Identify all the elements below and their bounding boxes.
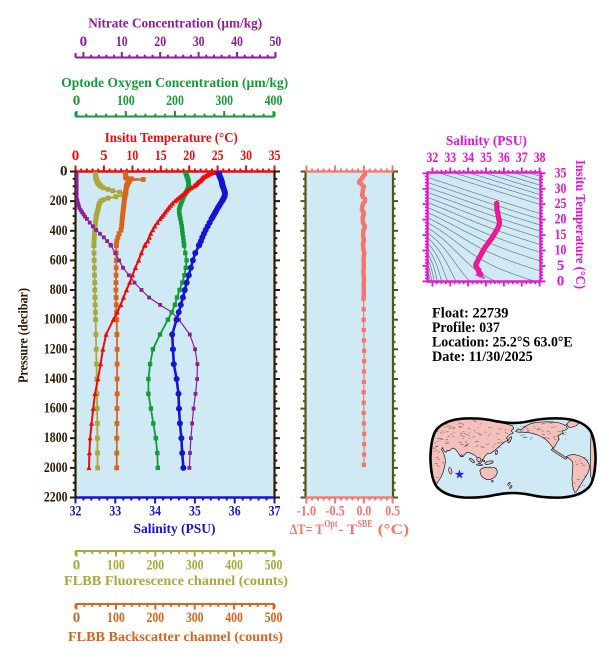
svg-text:500: 500 — [265, 610, 283, 626]
svg-text:1200: 1200 — [44, 341, 68, 357]
svg-text:Date: 11/30/2025: Date: 11/30/2025 — [432, 349, 533, 365]
svg-text:-1.0: -1.0 — [297, 504, 316, 520]
svg-text:400: 400 — [225, 610, 243, 626]
svg-text:37: 37 — [269, 504, 281, 520]
svg-text:0: 0 — [60, 164, 68, 180]
svg-text:5: 5 — [557, 258, 565, 274]
svg-text:1800: 1800 — [44, 430, 68, 446]
svg-text:50: 50 — [270, 34, 282, 50]
svg-text:0: 0 — [72, 148, 80, 164]
svg-text:34: 34 — [149, 504, 161, 520]
svg-text:1600: 1600 — [44, 401, 68, 417]
svg-text:200: 200 — [166, 93, 184, 109]
svg-text:0: 0 — [73, 610, 81, 626]
svg-text:0.5: 0.5 — [385, 504, 400, 520]
svg-text:300: 300 — [186, 558, 204, 574]
svg-text:SBE: SBE — [358, 519, 373, 530]
svg-text:35: 35 — [555, 165, 567, 181]
svg-text:30: 30 — [555, 181, 567, 197]
svg-text:300: 300 — [215, 93, 233, 109]
svg-text:ΔT= T: ΔT= T — [290, 522, 324, 538]
svg-text:600: 600 — [50, 252, 68, 268]
svg-text:5: 5 — [100, 148, 108, 164]
svg-text:30: 30 — [240, 148, 252, 164]
svg-text:Float: 22739: Float: 22739 — [432, 306, 509, 322]
svg-text:38: 38 — [534, 150, 546, 166]
svg-text:FLBB Fluorescence channel (cou: FLBB Fluorescence channel (counts) — [64, 574, 288, 589]
svg-text:Location: 25.2°S 63.0°E: Location: 25.2°S 63.0°E — [432, 335, 573, 351]
svg-text:400: 400 — [225, 558, 243, 574]
svg-text:10: 10 — [555, 243, 567, 259]
svg-text:Salinity (PSU): Salinity (PSU) — [446, 134, 527, 149]
svg-text:Nitrate Concentration (µm/kg): Nitrate Concentration (µm/kg) — [88, 17, 262, 32]
svg-text:33: 33 — [109, 504, 121, 520]
svg-text:200: 200 — [50, 193, 68, 209]
svg-text:Salinity (PSU): Salinity (PSU) — [134, 522, 216, 537]
svg-text:Profile: 037: Profile: 037 — [432, 320, 500, 336]
svg-text:20: 20 — [154, 34, 166, 50]
svg-text:100: 100 — [117, 93, 135, 109]
svg-text:Insitu Temperature (°C): Insitu Temperature (°C) — [572, 160, 587, 289]
svg-text:FLBB Backscatter channel (coun: FLBB Backscatter channel (counts) — [68, 630, 283, 645]
svg-text:400: 400 — [265, 93, 283, 109]
svg-text:32: 32 — [70, 504, 82, 520]
svg-text:0: 0 — [73, 93, 81, 109]
svg-text:-0.5: -0.5 — [325, 504, 344, 520]
svg-text:1400: 1400 — [44, 371, 68, 387]
svg-text:Opt: Opt — [324, 519, 338, 530]
svg-text:100: 100 — [107, 558, 125, 574]
svg-text:100: 100 — [107, 610, 125, 626]
svg-text:0: 0 — [557, 273, 565, 289]
svg-text:10: 10 — [116, 34, 128, 50]
svg-text:0: 0 — [80, 34, 88, 50]
svg-text:25: 25 — [555, 196, 567, 212]
svg-text:37: 37 — [516, 150, 528, 166]
svg-text:35: 35 — [480, 150, 492, 166]
svg-text:25: 25 — [212, 148, 224, 164]
svg-text:Pressure (decibar): Pressure (decibar) — [17, 288, 32, 383]
svg-text:35: 35 — [269, 148, 281, 164]
svg-text:800: 800 — [50, 282, 68, 298]
svg-text:15: 15 — [155, 148, 167, 164]
svg-text:200: 200 — [146, 558, 164, 574]
svg-text:2000: 2000 — [44, 460, 68, 476]
svg-text:33: 33 — [444, 150, 456, 166]
svg-text:34: 34 — [462, 150, 474, 166]
svg-text:20: 20 — [555, 212, 567, 228]
svg-text:Optode Oxygen Concentration (µ: Optode Oxygen Concentration (µm/kg) — [61, 76, 288, 91]
svg-text:300: 300 — [186, 610, 204, 626]
svg-text:Insitu Temperature (°C): Insitu Temperature (°C) — [105, 131, 238, 146]
svg-text:36: 36 — [498, 150, 510, 166]
svg-text:20: 20 — [183, 148, 195, 164]
svg-text:200: 200 — [146, 610, 164, 626]
svg-text:0: 0 — [73, 558, 81, 574]
svg-text:32: 32 — [427, 150, 439, 166]
svg-text:10: 10 — [127, 148, 139, 164]
svg-text:2200: 2200 — [44, 490, 68, 506]
svg-text:(°C): (°C) — [378, 522, 410, 538]
svg-text:0.0: 0.0 — [357, 504, 372, 520]
svg-text:15: 15 — [555, 227, 567, 243]
svg-text:400: 400 — [50, 223, 68, 239]
svg-text:40: 40 — [231, 34, 243, 50]
svg-text:35: 35 — [189, 504, 201, 520]
svg-text:500: 500 — [265, 558, 283, 574]
svg-text:36: 36 — [229, 504, 241, 520]
svg-text:1000: 1000 — [44, 312, 68, 328]
svg-text:30: 30 — [193, 34, 205, 50]
svg-text:- T: - T — [339, 522, 358, 538]
